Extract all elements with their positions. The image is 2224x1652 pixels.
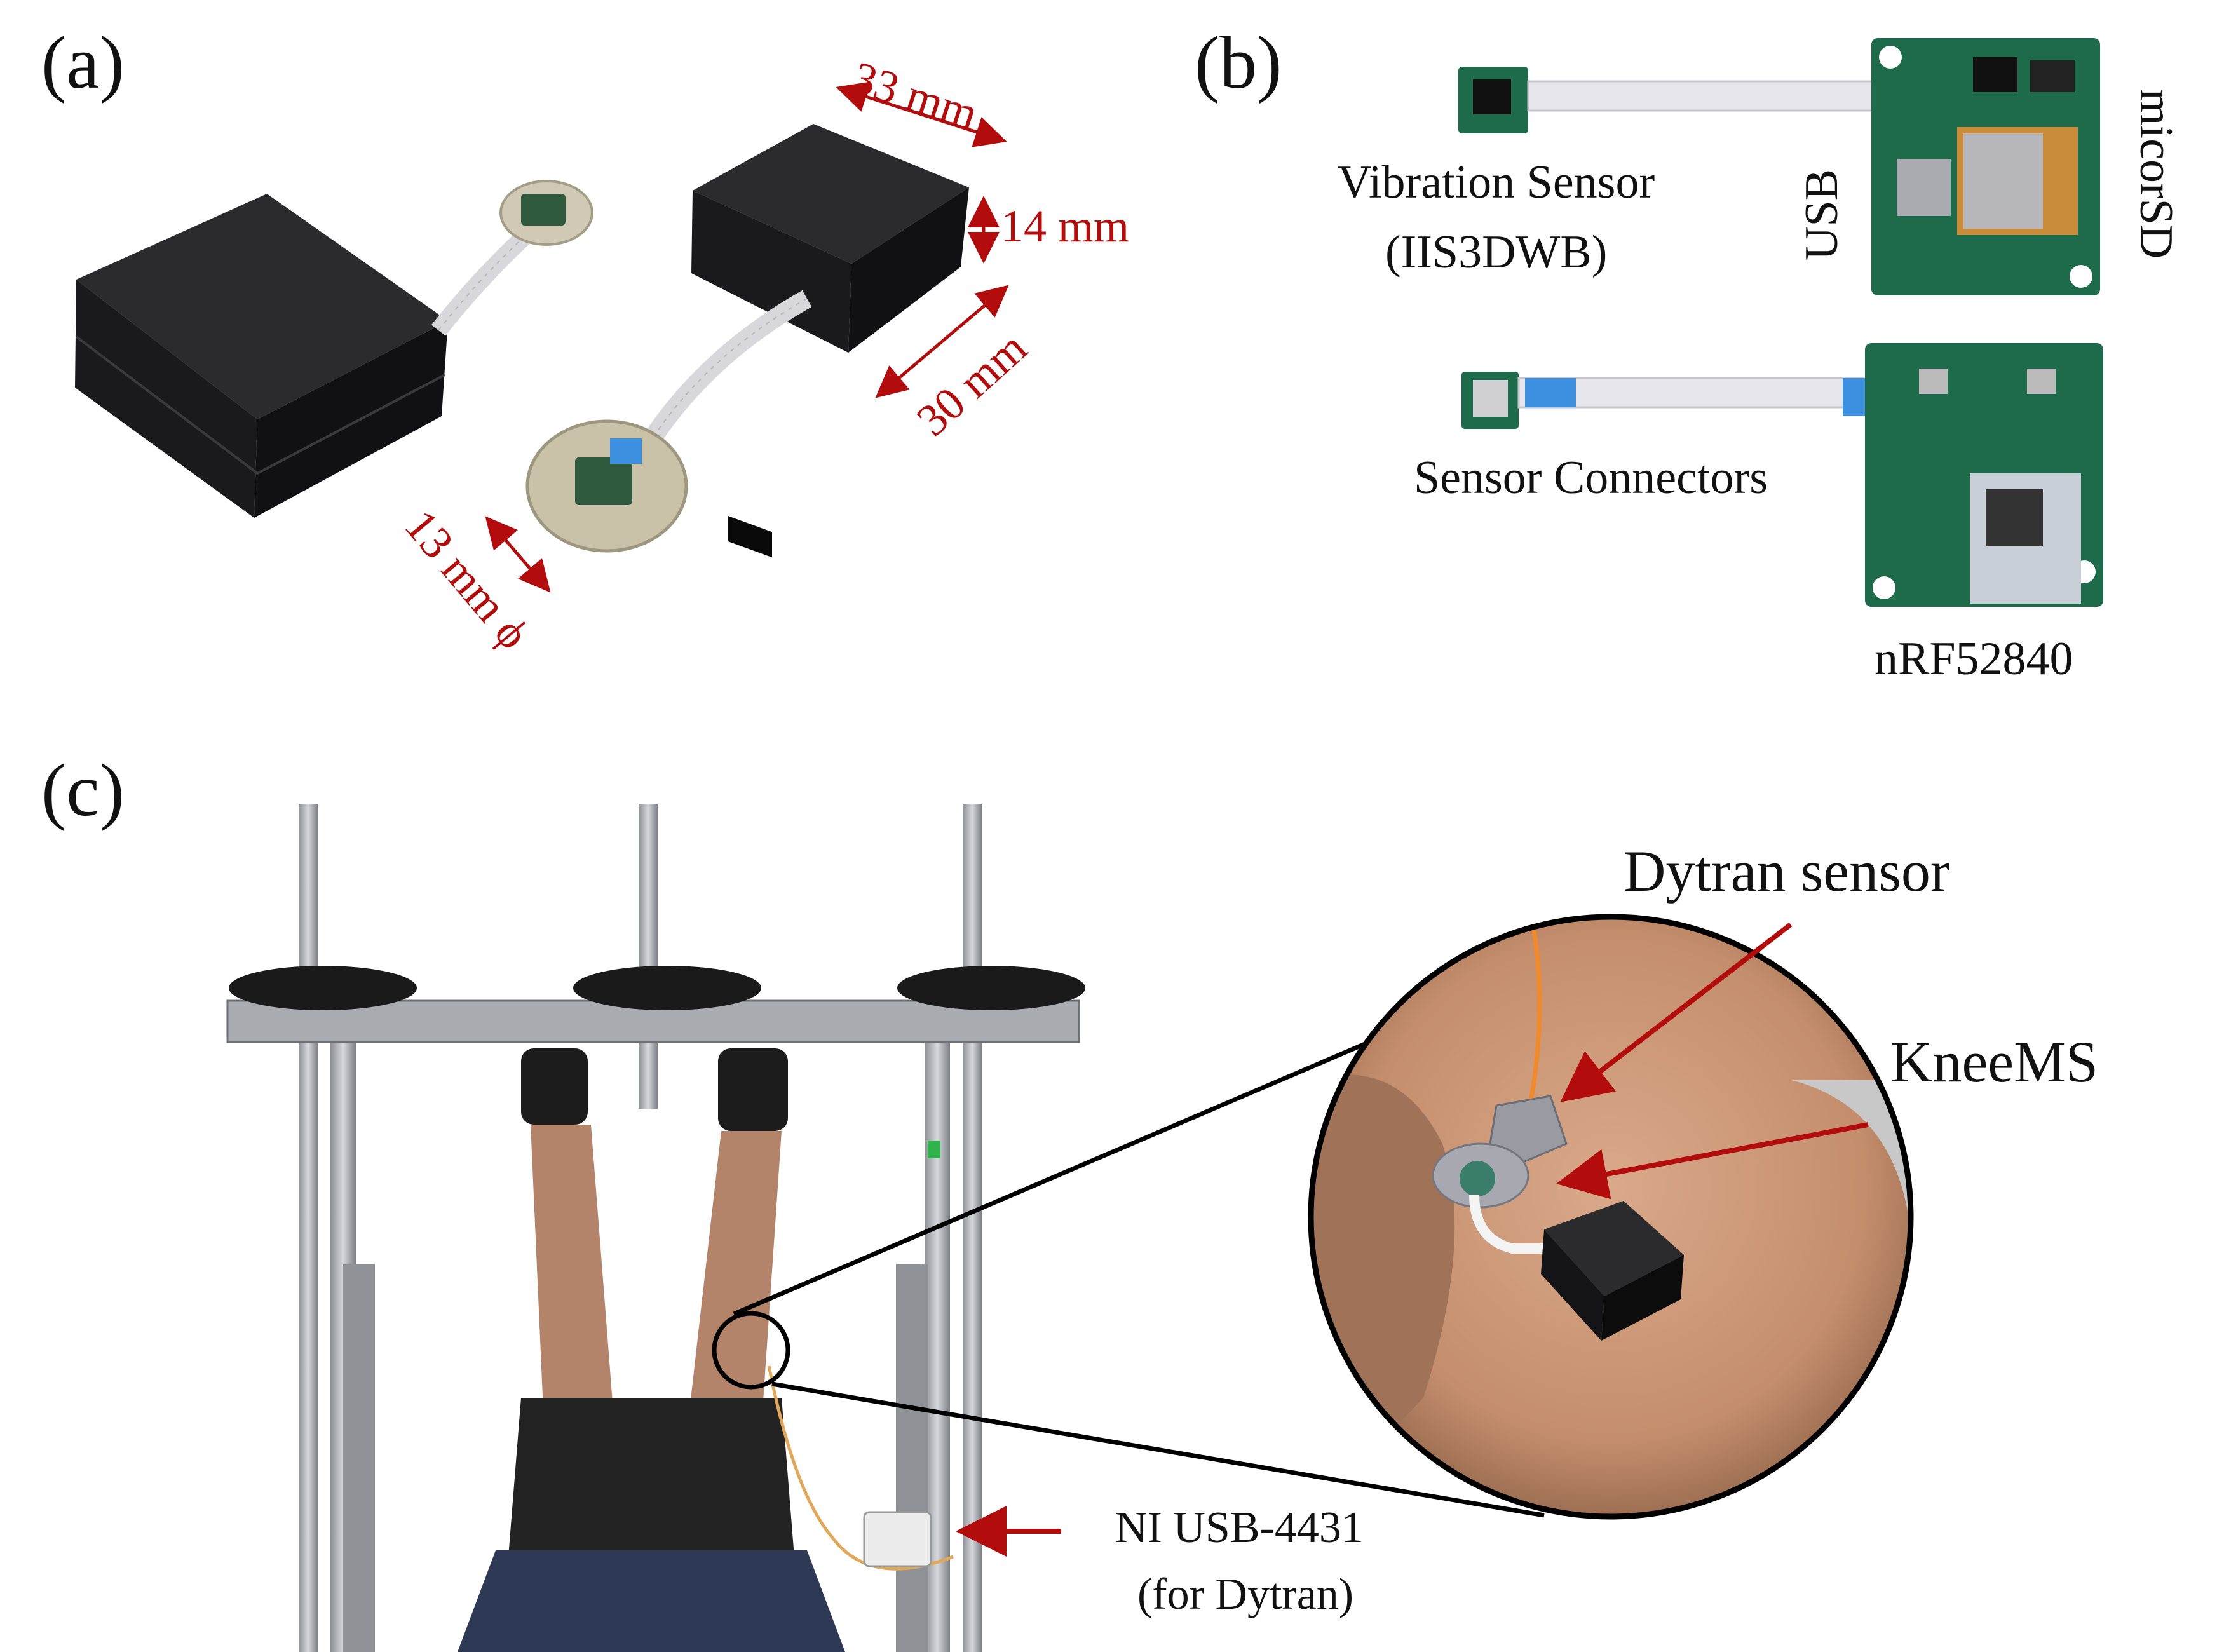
nrf-pcb: [1865, 343, 2103, 607]
ribbon-connector-blue-left: [1525, 378, 1576, 407]
panel-label-c: (c): [41, 748, 125, 832]
usb-label: USB: [1796, 169, 1848, 261]
main-pcb-top: [1871, 38, 2100, 295]
knee-closeup: [1308, 914, 1914, 1520]
dimension-arrow-length: [836, 81, 1007, 147]
sensor-pod-large: [525, 419, 688, 553]
device-box-left: [75, 194, 448, 518]
dimension-arrow-diameter: [485, 516, 551, 593]
vibration-sensor-label: Vibration Sensor: [1338, 156, 1655, 208]
ni-usb-label: NI USB-4431: [1115, 1503, 1364, 1552]
sensor-pod-small: [499, 180, 593, 246]
knee-highlight-circle: [712, 1311, 790, 1390]
person-on-machine: [458, 1048, 845, 1652]
leg-press-machine: [226, 804, 1085, 1652]
dytran-sensor-label: Dytran sensor: [1624, 839, 1950, 904]
ribbon-cable-top: [1527, 80, 1882, 112]
dytran-pointer-arrow: [1560, 922, 1793, 1102]
nrf-label: nRF52840: [1875, 633, 2073, 685]
sensor-connectors-label: Sensor Connectors: [1414, 452, 1768, 504]
kneems-pointer-arrow: [1556, 1122, 1869, 1200]
dimension-arrow-width: [875, 285, 1009, 398]
kneems-label: KneeMS: [1890, 1029, 2099, 1094]
panel-label-b: (b): [1195, 21, 1282, 104]
ni-usb-note-label: (for Dytran): [1137, 1570, 1354, 1619]
panel-label-a: (a): [41, 21, 125, 104]
vibration-sensor-model-label: (IIS3DWB): [1385, 226, 1608, 278]
ni-usb-4431-device: [863, 1511, 932, 1567]
sensor-connector-board: [1461, 372, 1519, 429]
vibration-sensor-board: [1458, 67, 1528, 133]
dytran-cable: [767, 1365, 954, 1571]
ribbon-cable-right: [640, 290, 812, 450]
microsd-label: micorSD: [2130, 89, 2182, 259]
dimension-height-label: 14 mm: [1001, 201, 1130, 252]
zoom-line-top: [733, 1039, 1371, 1317]
zoom-line-bottom: [771, 1381, 1545, 1518]
